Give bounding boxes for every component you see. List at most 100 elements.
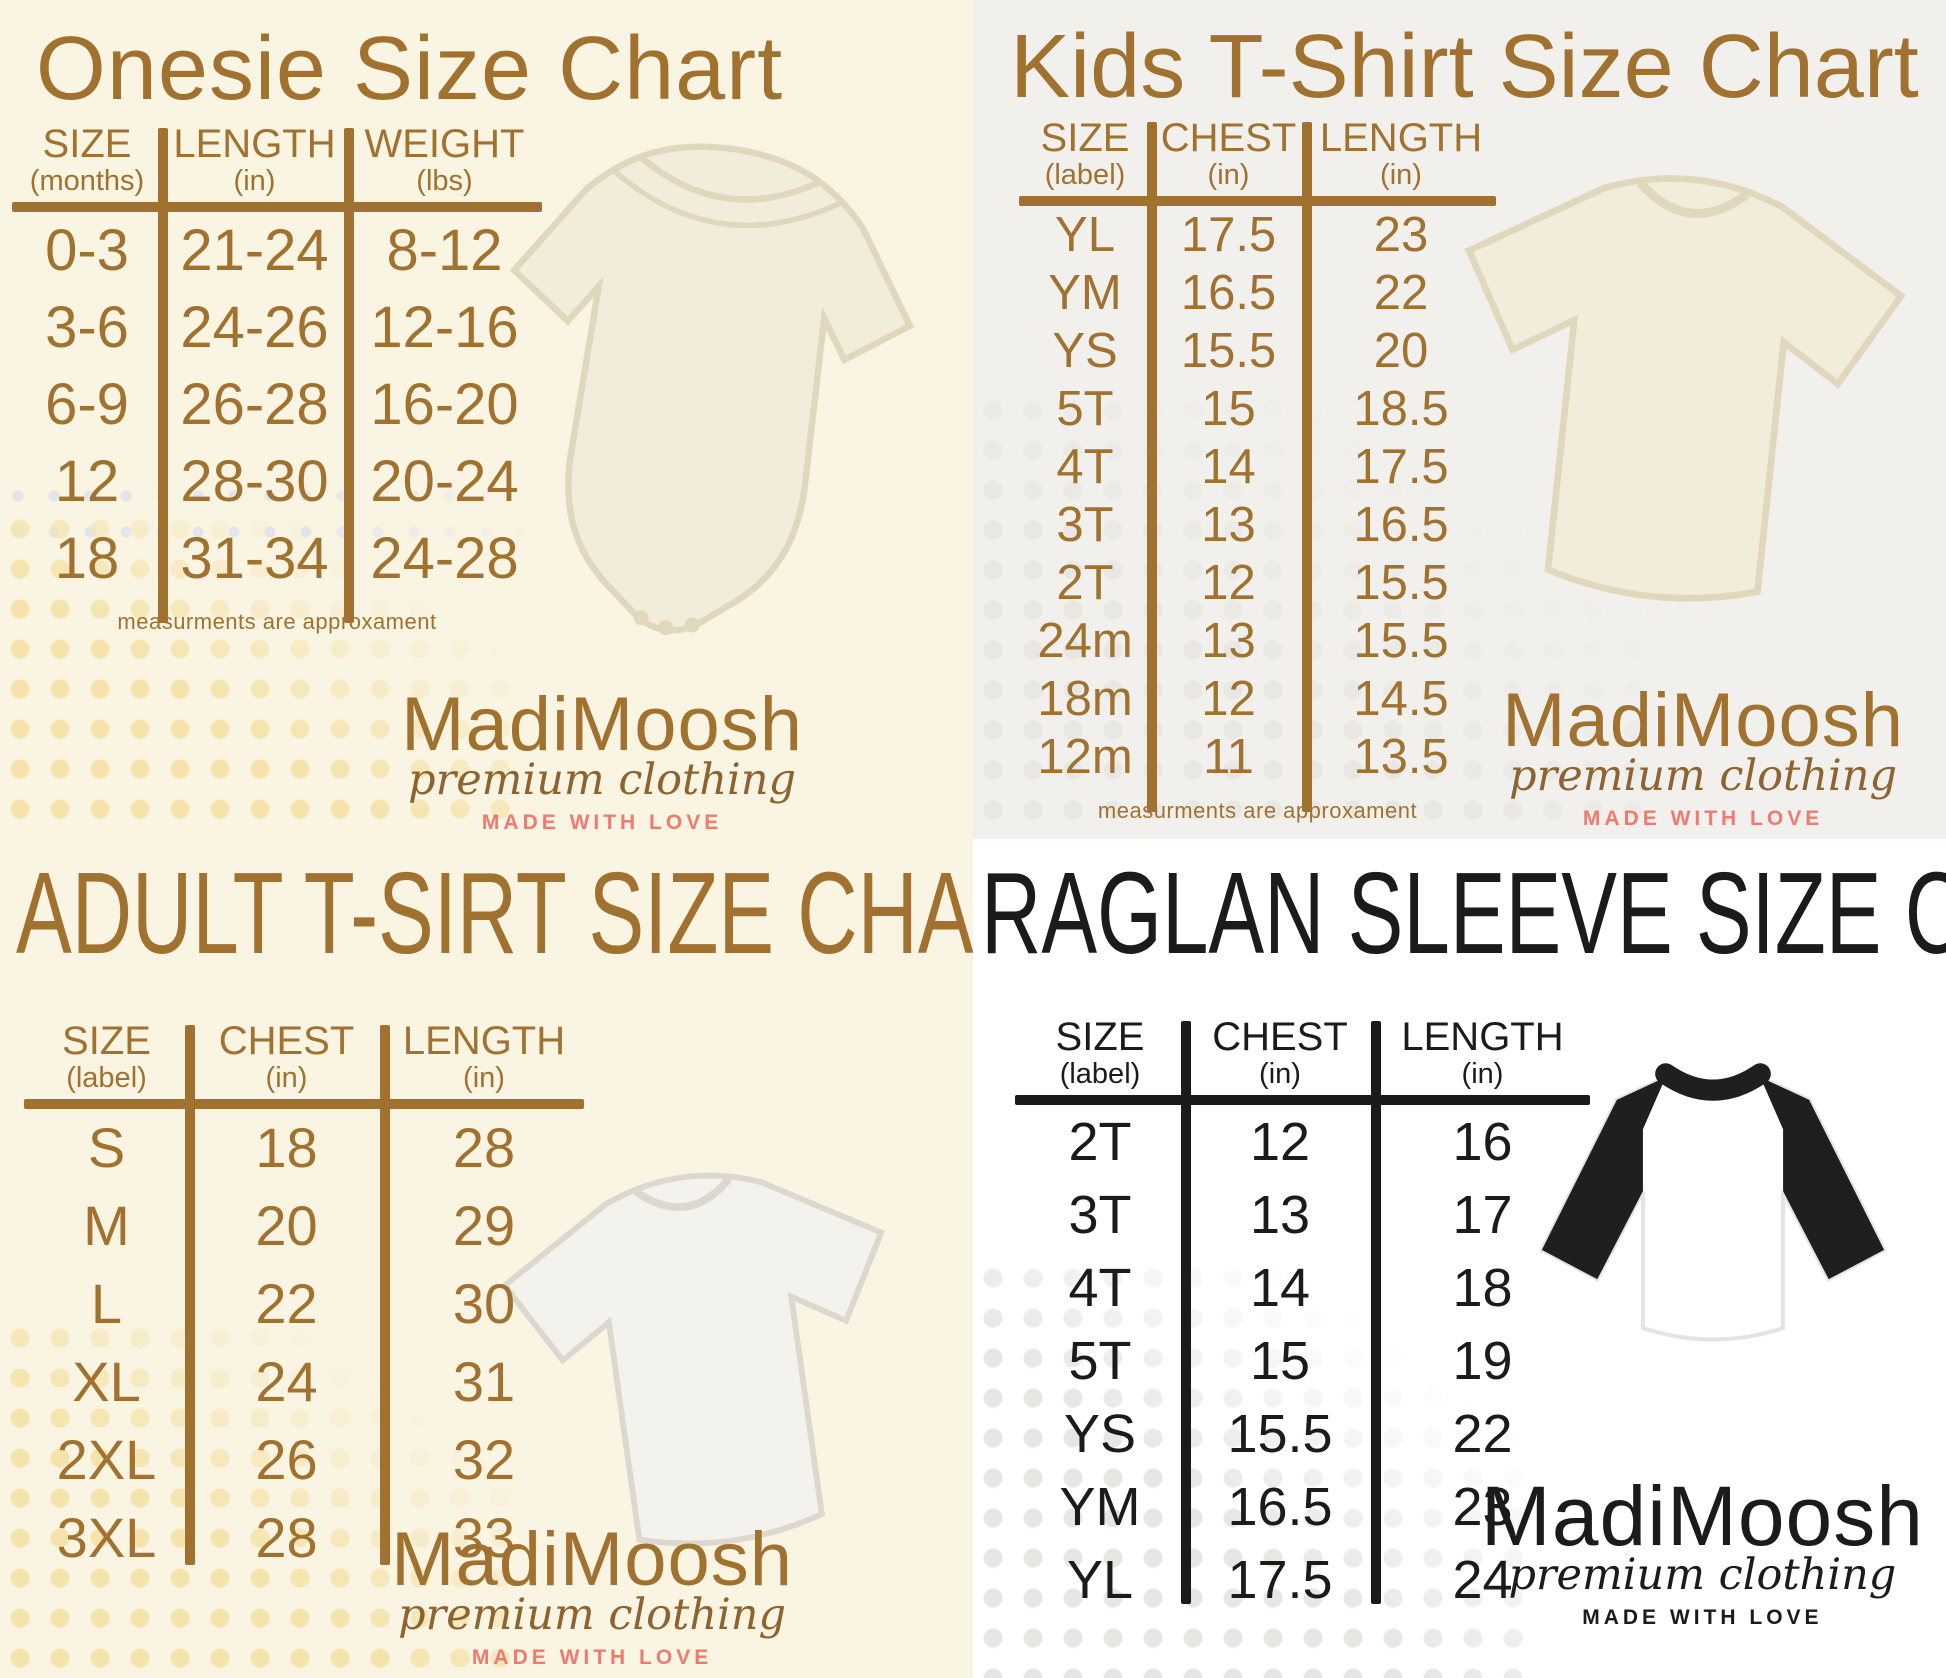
table-cell: 24: [255, 1350, 318, 1414]
table-cell: 23: [1373, 207, 1429, 262]
table-cell: 18: [1452, 1257, 1513, 1318]
raglan-title: RAGLAN SLEEVE SIZE CHART: [981, 848, 1946, 978]
raglan-shirt-image: [1493, 999, 1933, 1429]
table-cell: 16.5: [1180, 265, 1277, 320]
onesie-note: measurments are approxament: [117, 609, 437, 635]
table-cell: 11: [1203, 729, 1254, 784]
kids-tshirt-panel: Kids T-Shirt Size Chart SIZE (label) CHEST…: [973, 0, 1946, 839]
brand-name: MadiMoosh: [401, 682, 803, 767]
table-cell: 22: [1452, 1403, 1513, 1464]
column-header: CHEST (in): [1160, 116, 1297, 191]
column-header: LENGTH (in): [173, 122, 336, 197]
raglan-panel: RAGLAN SLEEVE SIZE CHART SIZE(label) CHES…: [973, 839, 1946, 1678]
table-cell: 28-30: [180, 448, 329, 514]
table-cell: 26: [255, 1428, 318, 1492]
table-cell: YM: [1048, 265, 1122, 320]
table-divider: [1147, 122, 1157, 813]
column-header: SIZE (months): [29, 122, 145, 197]
table-cell: 15.5: [1180, 323, 1277, 378]
table-cell: 2T: [1068, 1111, 1132, 1172]
table-divider: [380, 1025, 390, 1566]
table-cell: 28: [452, 1116, 516, 1180]
table-cell: 21-24: [180, 217, 329, 283]
table-cell: 0-3: [45, 217, 129, 283]
table-cell: 5T: [1056, 381, 1114, 436]
table-divider: [1302, 122, 1312, 813]
table-cell: 24-26: [180, 294, 329, 360]
brand-name: MadiMoosh: [1502, 678, 1904, 763]
table-cell: 20-24: [370, 448, 519, 514]
table-cell: 12: [54, 448, 120, 514]
brand-slogan: MADE WITH LOVE: [1582, 1606, 1823, 1629]
onesie-panel: Onesie Size Chart SIZE (months) LENGTH (in)…: [0, 0, 973, 839]
table-cell: 20: [1373, 323, 1429, 378]
kids-table: SIZE (label) CHEST (in) LENGTH (in) YL 17.5 23 YM…: [1019, 118, 1496, 824]
header-rule: [12, 202, 542, 213]
table-cell: 17.5: [1227, 1549, 1333, 1610]
adult-tshirt-image: [423, 1033, 973, 1678]
brand-logo: MadiMoosh premium clothing MADE WITH LOV…: [391, 1517, 793, 1669]
table-cell: 17.5: [1353, 439, 1449, 494]
column-header: SIZE (label): [1055, 1015, 1145, 1090]
table-cell: 31-34: [180, 525, 329, 591]
column-header: SIZE (label): [1040, 116, 1130, 191]
table-cell: 24m: [1037, 613, 1133, 668]
brand-logo: MadiMoosh premium clothing MADE WITH LOV…: [401, 682, 803, 834]
table-cell: 22: [1373, 265, 1429, 320]
table-cell: 15: [1249, 1330, 1311, 1391]
brand-tagline: premium clothing: [398, 1590, 787, 1640]
table-cell: 26-28: [180, 371, 329, 437]
column-header: LENGTH (in): [402, 1019, 566, 1094]
kids-title: Kids T-Shirt Size Chart: [1010, 17, 1919, 117]
column-header: WEIGHT (lbs): [364, 122, 525, 197]
header-rule: [1015, 1095, 1590, 1106]
table-cell: 13: [1249, 1184, 1311, 1245]
table-cell: 2T: [1056, 555, 1114, 610]
table-cell: 14.5: [1353, 671, 1449, 726]
brand-tagline: premium clothing: [1509, 751, 1898, 801]
table-cell: 18m: [1037, 671, 1133, 726]
table-cell: 29: [452, 1194, 516, 1258]
table-divider: [1181, 1021, 1191, 1605]
table-cell: 18.5: [1353, 381, 1449, 436]
brand-tagline: premium clothing: [408, 755, 797, 805]
table-divider: [344, 128, 354, 624]
table-cell: 16: [1452, 1111, 1513, 1172]
table-divider: [1371, 1021, 1381, 1605]
table-cell: 3T: [1056, 497, 1114, 552]
table-cell: 16-20: [370, 371, 519, 437]
table-cell: 14: [1249, 1257, 1311, 1318]
table-cell: 17: [1452, 1184, 1513, 1245]
table-cell: 12-16: [370, 294, 519, 360]
adult-tshirt-panel: ADULT T-SIRT SIZE CHART SIZE(label) CHEST…: [0, 839, 973, 1678]
table-cell: 32: [452, 1428, 516, 1492]
table-cell: 16.5: [1227, 1476, 1333, 1537]
table-cell: 12m: [1037, 729, 1133, 784]
column-header: LENGTH (in): [1401, 1015, 1564, 1090]
table-divider: [158, 128, 168, 624]
brand-tagline: premium clothing: [1508, 1550, 1897, 1600]
table-cell: 24-28: [370, 525, 519, 591]
brand-name: MadiMoosh: [391, 1517, 793, 1602]
table-cell: YL: [1055, 207, 1115, 262]
brand-logo: MadiMoosh premium clothing MADE WITH LOV…: [1502, 678, 1904, 830]
column-header: SIZE (label): [62, 1019, 151, 1094]
table-cell: 13: [1201, 497, 1256, 552]
table-cell: 5T: [1068, 1330, 1132, 1391]
column-header: CHEST (in): [1212, 1015, 1348, 1090]
table-cell: YS: [1063, 1403, 1137, 1464]
table-cell: 13.5: [1353, 729, 1449, 784]
table-cell: S: [87, 1116, 126, 1180]
table-cell: 4T: [1056, 439, 1114, 494]
adult-title: ADULT T-SIRT SIZE CHART: [16, 848, 973, 978]
table-cell: 2XL: [56, 1428, 157, 1492]
table-cell: XL: [72, 1350, 141, 1414]
table-cell: 4T: [1068, 1257, 1132, 1318]
table-cell: M: [83, 1194, 130, 1258]
table-cell: 14: [1201, 439, 1256, 494]
table-cell: 12: [1201, 555, 1256, 610]
table-cell: L: [90, 1272, 123, 1336]
table-cell: 6-9: [45, 371, 129, 437]
table-cell: 28: [255, 1506, 318, 1570]
